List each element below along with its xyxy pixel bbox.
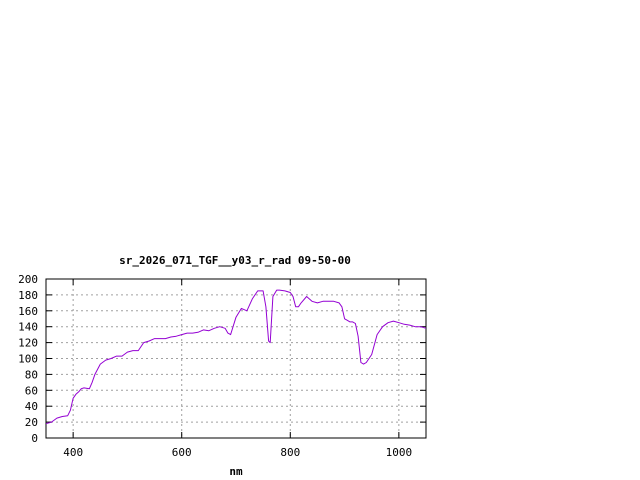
x-axis-label: nm [229, 465, 243, 478]
y-tick-label: 60 [25, 384, 38, 397]
x-tick-label: 600 [172, 446, 192, 459]
series-layer [45, 289, 427, 425]
y-tick-label: 160 [18, 305, 38, 318]
y-tick-label: 200 [18, 273, 38, 286]
y-tick-label: 140 [18, 321, 38, 334]
y-tick-label: 100 [18, 353, 38, 366]
axis-ticks: 0 20 40 60 80 100 120 140 160 180 200 400 600 800 1000 [18, 273, 426, 459]
chart-title: sr_2026_071_TGF__y03_r_rad 09-50-00 [119, 254, 351, 267]
series-line-0 [45, 289, 427, 425]
x-tick-label: 800 [280, 446, 300, 459]
x-tick-label: 400 [63, 446, 83, 459]
grid [46, 279, 426, 438]
y-tick-label: 120 [18, 337, 38, 350]
y-tick-label: 0 [31, 432, 38, 445]
y-tick-label: 20 [25, 416, 38, 429]
y-tick-label: 80 [25, 368, 38, 381]
x-tick-label: 1000 [386, 446, 413, 459]
y-tick-label: 40 [25, 400, 38, 413]
y-tick-label: 180 [18, 289, 38, 302]
